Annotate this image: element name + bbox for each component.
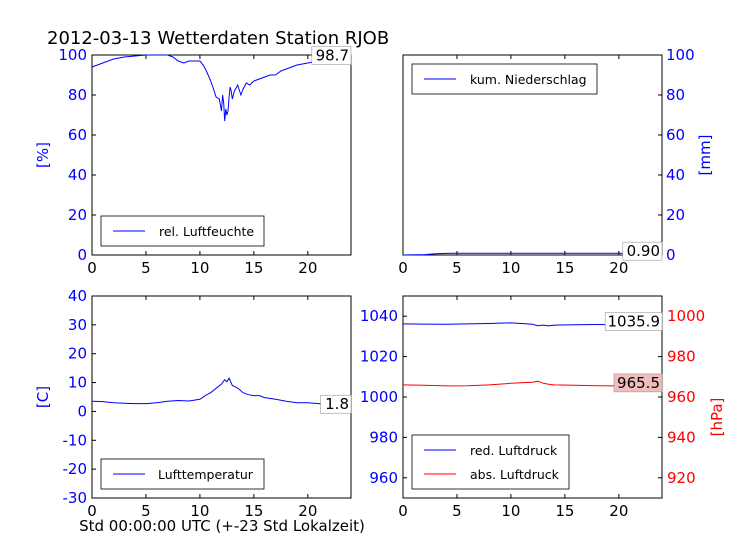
humidity-ytick-label: 60 <box>68 126 87 144</box>
pressure-ylabel: [hPa] <box>708 398 726 437</box>
temperature-ytick-label: 0 <box>77 402 87 420</box>
pressure-ytick-right-label: 1000 <box>667 307 705 325</box>
temperature-xtick-label: 10 <box>190 502 209 520</box>
humidity-ytick-label: 80 <box>68 86 87 104</box>
humidity-xtick-label: 20 <box>298 259 317 277</box>
panel-humidity: 0 5 10 15 20 0 20 40 60 80 100 [%] rel. Luftfeuchte 9… <box>34 46 352 277</box>
pressure-legend-label: red. Luftdruck <box>470 443 558 458</box>
temperature-ytick-label: -30 <box>63 489 88 507</box>
pressure-series-line <box>402 322 662 327</box>
pressure-xtick-label: 10 <box>501 502 520 520</box>
pressure-last-value-right: 965.5 <box>617 374 660 392</box>
temperature-xtick-label: 5 <box>141 502 151 520</box>
pressure-ytick-label: 1000 <box>360 388 398 406</box>
temperature-ylabel: [C] <box>34 386 52 408</box>
precipitation-ytick-label: 60 <box>666 126 685 144</box>
precipitation-legend-label: kum. Niederschlag <box>470 72 587 87</box>
humidity-ytick-label: 100 <box>58 46 87 64</box>
precipitation-xtick-label: 10 <box>501 259 520 277</box>
precipitation-ytick-label: 0 <box>666 246 676 264</box>
panel-pressure: 0 5 10 15 20 960 980 1000 1020 1040 920 940 960 980 10… <box>360 295 726 520</box>
panel-temperature: 0 5 10 15 20 -30 -20 -10 0 10 20 30 40 [C] Lufttempera… <box>34 287 352 520</box>
pressure-ytick-label: 980 <box>369 428 398 446</box>
precipitation-last-value-box <box>622 241 663 261</box>
figure-title: 2012-03-13 Wetterdaten Station RJOB <box>47 28 389 49</box>
humidity-ylabel: [%] <box>34 142 52 168</box>
pressure-legend <box>411 434 570 490</box>
pressure-xtick-label: 5 <box>452 502 462 520</box>
pressure-ytick-right-label: 920 <box>667 469 696 487</box>
pressure-last-value-left: 1035.9 <box>608 312 661 330</box>
temperature-xtick-label: 15 <box>244 502 263 520</box>
temperature-ytick-label: -20 <box>63 460 88 478</box>
pressure-ytick-label: 1020 <box>360 348 398 366</box>
humidity-legend-label: rel. Luftfeuchte <box>159 224 254 239</box>
humidity-ytick-label: 20 <box>68 206 87 224</box>
panel-precipitation: 0 5 10 15 20 0 20 40 60 80 100 [mm] kum. Niederschla… <box>398 46 714 277</box>
x-axis-label: Std 00:00:00 UTC (+-23 Std Lokalzeit) <box>79 517 365 535</box>
humidity-ytick-label: 40 <box>68 166 87 184</box>
humidity-xtick-label: 15 <box>244 259 263 277</box>
precipitation-xtick-label: 5 <box>452 259 462 277</box>
precipitation-ylabel: [mm] <box>696 135 714 176</box>
pressure-series-line <box>402 380 662 387</box>
humidity-ytick-label: 0 <box>77 246 87 264</box>
pressure-xtick-label: 0 <box>398 502 408 520</box>
pressure-xtick-label: 15 <box>555 502 574 520</box>
pressure-ytick-right-label: 960 <box>667 388 696 406</box>
humidity-xtick-label: 5 <box>141 259 151 277</box>
temperature-last-value-box <box>320 394 352 414</box>
humidity-xtick-label: 10 <box>190 259 209 277</box>
temperature-ytick-label: 30 <box>68 316 87 334</box>
precipitation-ytick-label: 40 <box>666 166 685 184</box>
temperature-xtick-label: 0 <box>87 502 97 520</box>
temperature-legend-label: Lufttemperatur <box>158 467 254 482</box>
precipitation-xtick-label: 0 <box>398 259 408 277</box>
humidity-frame <box>91 54 352 256</box>
humidity-last-value: 98.7 <box>316 47 349 65</box>
pressure-legend-label: abs. Luftdruck <box>470 467 560 482</box>
pressure-ytick-right-label: 940 <box>667 428 696 446</box>
pressure-ytick-label: 960 <box>369 469 398 487</box>
precipitation-ytick-label: 100 <box>666 46 695 64</box>
precipitation-ytick-label: 80 <box>666 86 685 104</box>
temperature-ytick-label: 10 <box>68 374 87 392</box>
temperature-ytick-label: 40 <box>68 287 87 305</box>
temperature-xtick-label: 20 <box>298 502 317 520</box>
precipitation-ytick-label: 20 <box>666 206 685 224</box>
pressure-last-value-right-box <box>613 373 663 393</box>
humidity-xtick-label: 0 <box>87 259 97 277</box>
pressure-ytick-label: 1040 <box>360 307 398 325</box>
pressure-ytick-right-label: 980 <box>667 348 696 366</box>
pressure-last-value-left-box <box>604 312 663 331</box>
temperature-last-value: 1.8 <box>325 395 349 413</box>
precipitation-xtick-label: 20 <box>609 259 628 277</box>
temperature-ytick-label: 20 <box>68 345 87 363</box>
precipitation-series-line <box>402 252 662 256</box>
precipitation-last-value: 0.90 <box>627 242 660 260</box>
temperature-series-line <box>91 377 352 407</box>
temperature-ytick-label: -10 <box>63 431 88 449</box>
humidity-last-value-box <box>311 46 352 65</box>
precipitation-xtick-label: 15 <box>555 259 574 277</box>
pressure-xtick-label: 20 <box>609 502 628 520</box>
precipitation-frame <box>402 54 663 256</box>
humidity-series-line <box>91 54 352 122</box>
